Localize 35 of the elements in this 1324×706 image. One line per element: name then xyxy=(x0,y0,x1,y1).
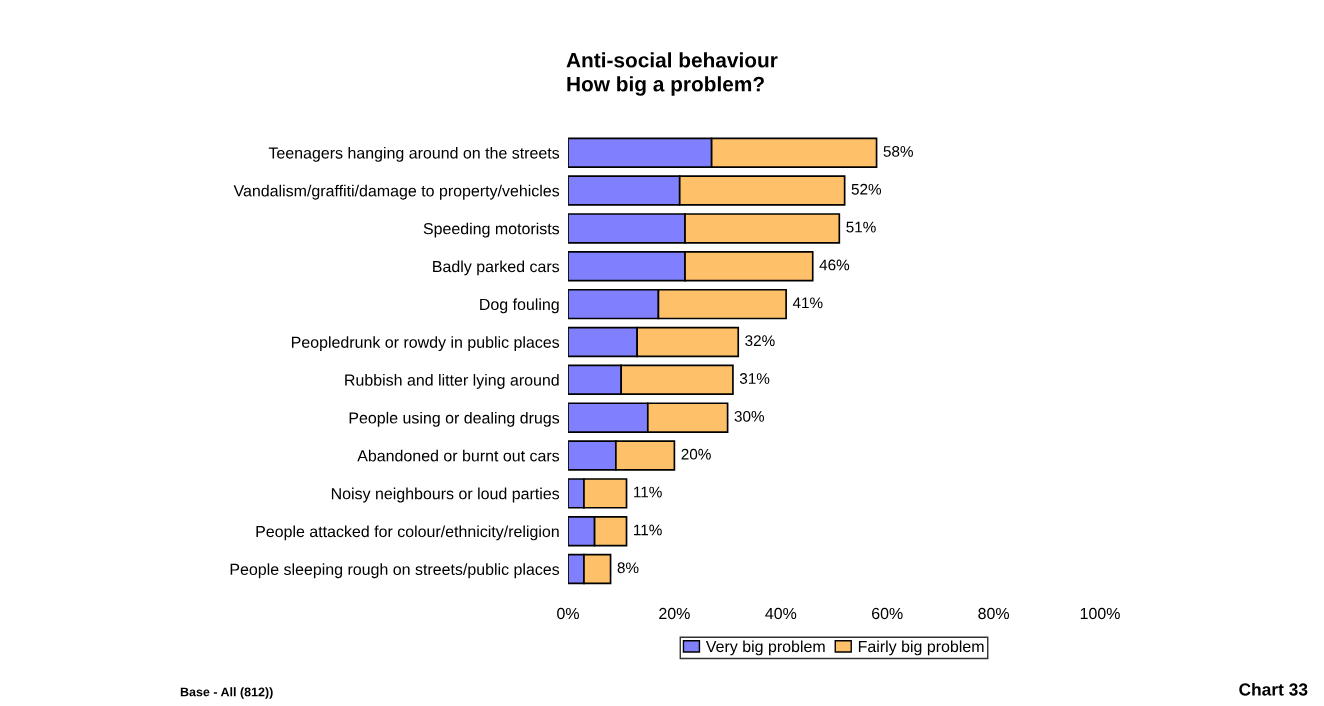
x-tick-label: 100% xyxy=(1080,607,1120,620)
y-tick-label: People using or dealing drugs xyxy=(349,411,560,427)
total-label: 32% xyxy=(745,335,775,347)
caption: Chart 33 xyxy=(1239,682,1308,696)
total-label: 41% xyxy=(792,297,823,309)
legend-label: Very big problem xyxy=(705,640,825,656)
y-tick-label: Speeding motorists xyxy=(423,222,560,238)
y-tick-label: Badly parked cars xyxy=(433,260,560,276)
total-label: 58% xyxy=(883,145,913,157)
total-label: 30% xyxy=(734,410,765,422)
x-tick-label: 20% xyxy=(659,607,690,620)
total-label: 11% xyxy=(634,486,662,498)
y-tick-label: Noisy neighbours or loud parties xyxy=(331,487,560,503)
total-label: 20% xyxy=(681,448,711,460)
total-label: 8% xyxy=(617,562,639,574)
total-label: 31% xyxy=(739,373,770,384)
y-tick-label: Rubbish and litter lying around xyxy=(345,374,559,389)
x-tick-label: 40% xyxy=(765,607,797,620)
y-tick-label: Dog fouling xyxy=(480,298,559,314)
x-tick-label: 60% xyxy=(872,607,903,620)
y-tick-label: Peopledrunk or rowdy in public places xyxy=(291,336,560,352)
chart-title: Anti-social behaviour How big a problem? xyxy=(566,52,778,96)
total-label: 51% xyxy=(846,221,876,233)
y-tick-label: People sleeping rough on streets/public places xyxy=(230,563,560,579)
total-label: 52% xyxy=(851,183,882,195)
y-tick-label: Teenagers hanging around on the streets xyxy=(268,146,560,162)
text: Base - All (812)) xyxy=(180,687,273,699)
total-label: 46% xyxy=(819,259,850,271)
legend-label: Fairly big problem xyxy=(858,640,984,656)
y-tick-label: People attacked for colour/ethnicity/religion xyxy=(256,525,559,541)
y-tick-label: Vandalism/graffiti/damage to property/vehicles xyxy=(233,184,560,200)
y-tick-label: Abandoned or burnt out cars xyxy=(357,449,560,462)
total-label: 11% xyxy=(634,524,662,536)
x-tick-label: 0% xyxy=(557,607,579,620)
x-tick-label: 80% xyxy=(978,607,1010,620)
